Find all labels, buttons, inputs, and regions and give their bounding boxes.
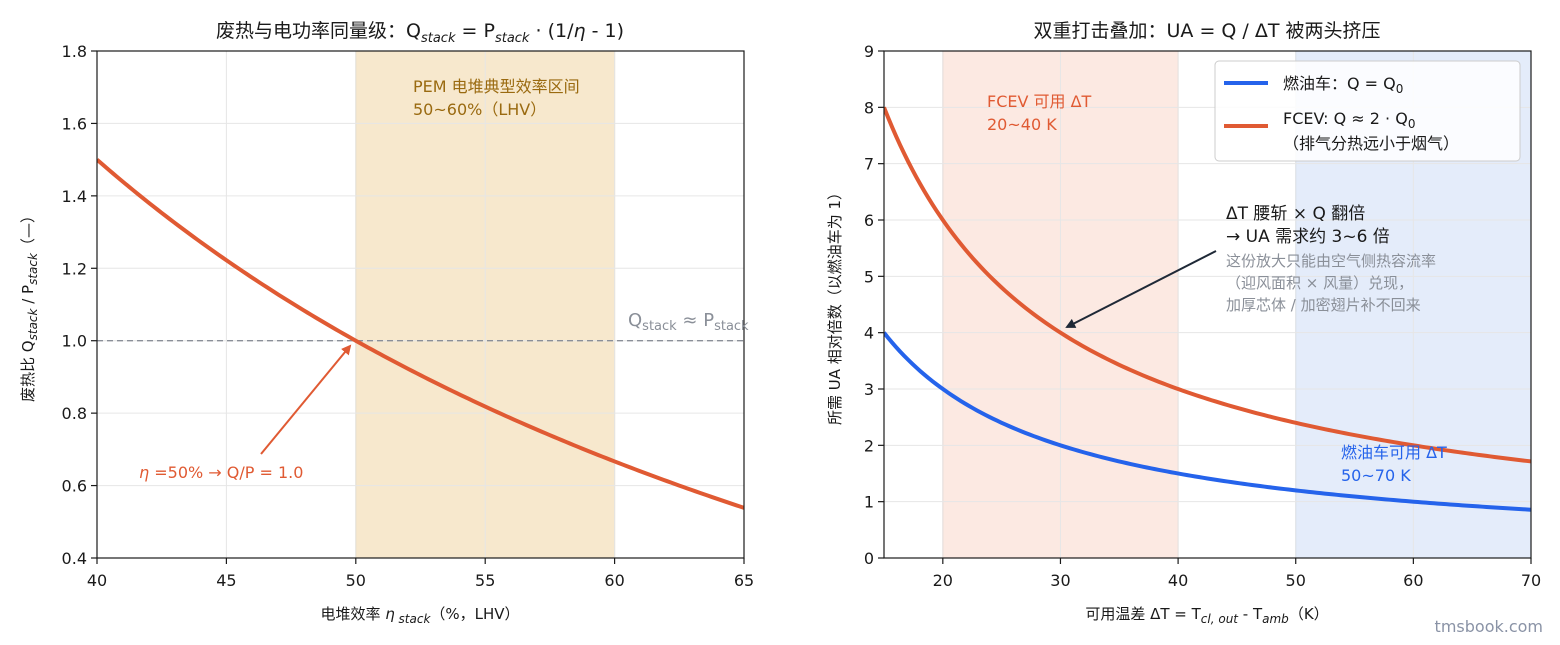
ice-band-label-line2: 50~70 K: [1341, 466, 1411, 485]
right-chart: 20 30 40 50 60 70 0 1 2 3 4 5 6 7 8 9 双重打击叠加：UA = Q / …: [826, 20, 1541, 626]
fcev-series-line: [884, 106, 1531, 464]
watermark: tmsbook.com: [1435, 617, 1543, 636]
x-tick-label: 30: [1050, 571, 1070, 590]
right-annotation-note2: （迎风面积 × 风量）兑现，: [1226, 274, 1413, 292]
x-tick-label: 70: [1521, 571, 1541, 590]
ice-band-label-line1: 燃油车可用 ΔT: [1341, 443, 1447, 462]
legend-label-ice: 燃油车：Q = Q0: [1283, 74, 1403, 96]
y-tick-label: 1: [864, 493, 874, 512]
left-x-ticks: 40 45 50 55 60 65: [87, 558, 754, 590]
right-annotation-note1: 这份放大只能由空气侧热容流率: [1226, 252, 1436, 270]
y-tick-label: 0.8: [62, 404, 87, 423]
y-tick-label: 5: [864, 267, 874, 286]
legend-label-fcev: FCEV: Q ≈ 2 · Q0: [1283, 109, 1415, 131]
ice-series-line: [884, 331, 1531, 512]
legend-label-fcev-line2: （排气分热远小于烟气）: [1283, 134, 1459, 153]
x-tick-label: 45: [216, 571, 236, 590]
left-x-axis-label: 电堆效率 η stack（%，LHV）: [320, 605, 519, 626]
x-tick-label: 60: [604, 571, 624, 590]
y-tick-label: 3: [864, 380, 874, 399]
reference-line-label: Qstack ≈ Pstack: [628, 310, 749, 334]
fcev-band-label-line1: FCEV 可用 ΔT: [987, 92, 1092, 111]
right-annotation-line2: → UA 需求约 3~6 倍: [1226, 227, 1390, 247]
x-tick-label: 20: [933, 571, 953, 590]
left-series-line: [97, 158, 744, 510]
right-x-axis-label: 可用温差 ΔT = Tcl, out - Tamb（K）: [1085, 605, 1328, 626]
y-tick-label: 1.0: [62, 332, 87, 351]
right-annotation-note3: 加厚芯体 / 加密翅片补不回来: [1226, 296, 1421, 314]
legend-box: [1214, 60, 1521, 162]
x-tick-label: 65: [734, 571, 754, 590]
y-tick-label: 7: [864, 155, 874, 174]
right-y-ticks: 0 1 2 3 4 5 6 7 8 9: [864, 42, 884, 568]
left-annotation-text: η =50% → Q/P = 1.0: [139, 463, 303, 482]
right-annotation-arrow: [1065, 250, 1217, 328]
x-tick-label: 60: [1403, 571, 1423, 590]
x-tick-label: 40: [87, 571, 107, 590]
y-tick-label: 0.6: [62, 477, 87, 496]
pem-band-label-line2: 50~60%（LHV）: [413, 100, 546, 119]
y-tick-label: 1.2: [62, 259, 87, 278]
left-chart: 40 45 50 55 60 65 0.4 0.6 0.8 1.0 1.2 1.4 1.6 1.8 废热…: [19, 20, 754, 626]
x-tick-label: 50: [346, 571, 366, 590]
x-tick-label: 55: [475, 571, 495, 590]
y-tick-label: 1.6: [62, 114, 87, 133]
y-tick-label: 2: [864, 436, 874, 455]
right-y-axis-label: 所需 UA 相对倍数（以燃油车为 1）: [826, 185, 844, 425]
y-tick-label: 0.4: [62, 549, 87, 568]
left-y-ticks: 0.4 0.6 0.8 1.0 1.2 1.4 1.6 1.8: [62, 42, 97, 568]
left-chart-title: 废热与电功率同量级：Qstack = Pstack · (1/η - 1): [216, 20, 624, 46]
y-tick-label: 1.4: [62, 187, 87, 206]
x-tick-label: 40: [1168, 571, 1188, 590]
right-annotation-line1: ΔT 腰斩 × Q 翻倍: [1226, 204, 1365, 224]
y-tick-label: 9: [864, 42, 874, 61]
x-tick-label: 50: [1286, 571, 1306, 590]
left-y-axis-label: 废热比 Qstack / Pstack（—）: [19, 208, 40, 402]
y-tick-label: 1.8: [62, 42, 87, 61]
right-x-ticks: 20 30 40 50 60 70: [933, 558, 1541, 590]
fcev-band-label-line2: 20~40 K: [987, 115, 1057, 134]
left-plot-frame: [96, 50, 745, 559]
y-tick-label: 4: [864, 324, 874, 343]
y-tick-label: 0: [864, 549, 874, 568]
right-chart-title: 双重打击叠加：UA = Q / ΔT 被两头挤压: [1034, 20, 1381, 42]
left-annotation-arrow: [260, 344, 352, 455]
y-tick-label: 6: [864, 211, 874, 230]
right-legend: 燃油车：Q = Q0 FCEV: Q ≈ 2 · Q0 （排气分热远小于烟气）: [1214, 60, 1521, 162]
pem-band-label-line1: PEM 电堆典型效率区间: [413, 77, 580, 96]
right-plot-frame: [883, 50, 1532, 559]
y-tick-label: 8: [864, 98, 874, 117]
